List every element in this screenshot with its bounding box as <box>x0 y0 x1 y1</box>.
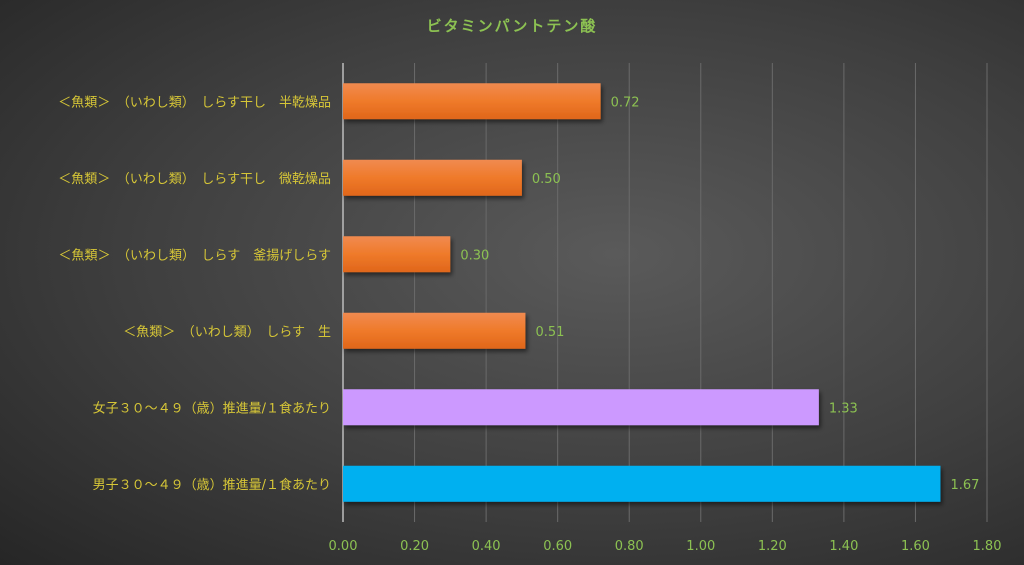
data-label: 1.33 <box>829 401 858 416</box>
bar <box>343 236 451 273</box>
x-tick-label: 1.80 <box>973 539 1002 554</box>
category-label: ＜魚類＞ （いわし類） しらす干し 半乾燥品 <box>58 95 331 110</box>
data-label: 0.50 <box>532 172 561 187</box>
x-tick-label: 1.00 <box>686 539 715 554</box>
category-label: ＜魚類＞ （いわし類） しらす 釜揚げしらす <box>59 247 331 263</box>
bar <box>343 312 526 349</box>
x-tick-label: 1.60 <box>901 539 930 554</box>
bar <box>343 83 601 120</box>
x-tick-label: 0.20 <box>400 539 429 554</box>
data-label: 0.72 <box>611 95 640 110</box>
bar <box>343 159 522 196</box>
x-tick-label: 0.40 <box>472 539 501 554</box>
category-label: 男子３０～４９（歳）推進量/１食あたり <box>93 477 331 493</box>
chart-title: ビタミンパントテン酸 <box>427 17 598 35</box>
data-label: 0.51 <box>535 325 564 340</box>
data-label: 1.67 <box>950 478 979 493</box>
x-tick-label: 0.00 <box>329 539 358 554</box>
bar <box>343 389 819 426</box>
x-tick-label: 0.80 <box>615 539 644 554</box>
x-tick-label: 0.60 <box>543 539 572 554</box>
x-tick-label: 1.20 <box>758 539 787 554</box>
x-tick-label: 1.40 <box>829 539 858 554</box>
category-label: ＜魚類＞ （いわし類） しらす 生 <box>123 325 331 340</box>
category-label: 女子３０～４９（歳）推進量/１食あたり <box>93 400 331 416</box>
bar <box>343 465 941 502</box>
data-label: 0.30 <box>460 248 489 263</box>
category-label: ＜魚類＞ （いわし類） しらす干し 微乾燥品 <box>58 172 331 187</box>
